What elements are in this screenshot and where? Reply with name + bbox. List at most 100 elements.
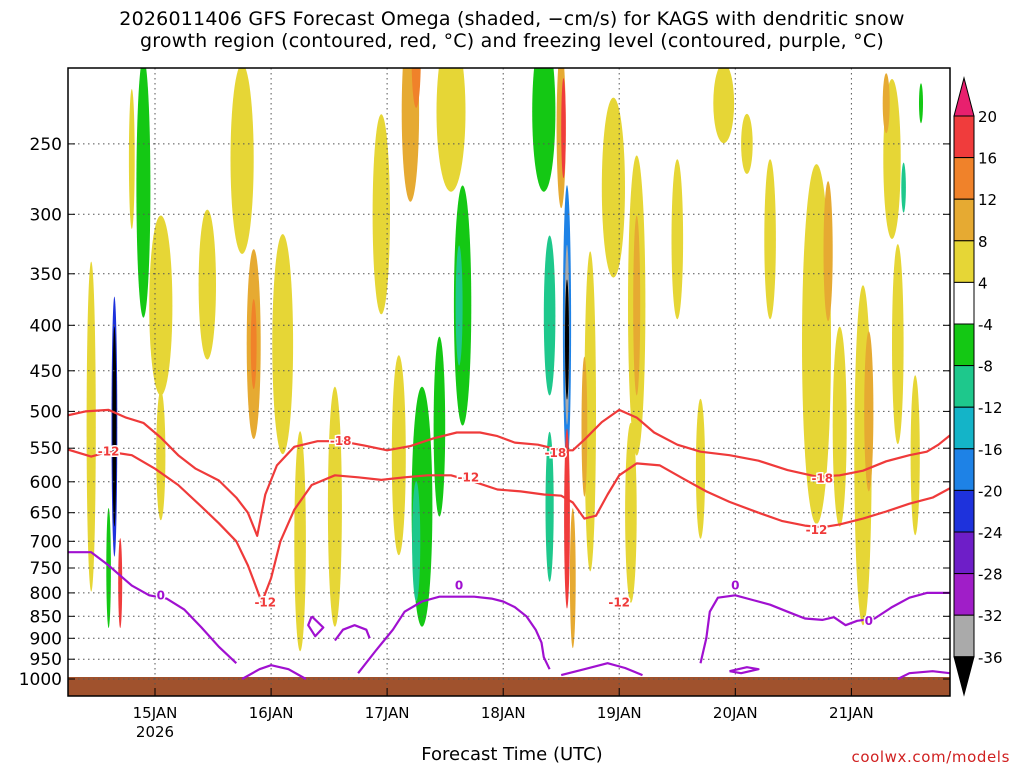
omega-feature: [294, 431, 306, 652]
x-axis-label: Forecast Time (UTC): [421, 744, 603, 765]
freezing-level-contour: [334, 624, 371, 642]
colorbar-label: -4: [978, 316, 993, 334]
contour-label: 0: [455, 579, 463, 593]
colorbar-label: -20: [978, 482, 1003, 500]
dgz-contour-line: [68, 408, 950, 537]
y-tick-label: 350: [30, 265, 62, 285]
omega-feature: [671, 159, 684, 320]
y-tick-label: 750: [30, 559, 62, 579]
omega-feature: [149, 215, 173, 396]
omega-feature: [564, 428, 570, 609]
omega-feature: [713, 68, 735, 144]
contour-label: -12: [98, 445, 120, 459]
omega-feature: [910, 375, 920, 536]
colorbar-cell: [953, 573, 975, 616]
y-tick-label: 250: [30, 135, 62, 155]
colorbar: 20 16 12 8 4 -4 -8 -12 -16 -20 -24 -28 -32 -36: [953, 76, 1003, 697]
y-tick-label: 650: [30, 504, 62, 524]
y-tick-label: 800: [30, 584, 62, 604]
grid-lines: [68, 68, 950, 696]
omega-feature: [86, 261, 96, 592]
y-tick-label: 300: [30, 205, 62, 225]
x-tick-label: 15JAN: [133, 704, 178, 722]
contour-label: -18: [545, 446, 567, 460]
omega-feature: [764, 159, 776, 320]
colorbar-label: -24: [978, 524, 1003, 542]
freezing-level-contour: [241, 664, 307, 680]
x-tick-label: 19JAN: [597, 704, 642, 722]
colorbar-label: 12: [978, 191, 997, 209]
omega-feature: [919, 83, 923, 124]
colorbar-label: -12: [978, 399, 1003, 417]
omega-feature: [411, 68, 421, 108]
omega-feature: [198, 209, 216, 360]
colorbar-label: -28: [978, 566, 1003, 584]
freezing-level-contour: [307, 615, 325, 638]
credit-link[interactable]: coolwx.com/models: [851, 748, 1010, 766]
colorbar-cell: [953, 76, 975, 117]
colorbar-label: 16: [978, 150, 997, 168]
omega-feature: [565, 279, 569, 400]
dgz-contour-line: [68, 448, 950, 604]
contour-label: 0: [731, 579, 739, 593]
freezing-level-contour: [68, 551, 238, 665]
chart-title: 2026011406 GFS Forecast Omega (shaded, −…: [0, 8, 1024, 52]
contour-label: -12: [806, 523, 828, 537]
omega-feature: [741, 113, 753, 174]
colorbar-label: -8: [978, 358, 993, 376]
colorbar-label: -32: [978, 607, 1003, 625]
chart-title-line2: growth region (contoured, red, °C) and f…: [140, 30, 884, 52]
contour-lines: [68, 408, 950, 680]
plot-frame: [67, 67, 951, 697]
y-tick-label: 600: [30, 473, 62, 493]
omega-feature: [892, 244, 904, 445]
omega-feature: [401, 68, 420, 202]
contour-label: -12: [458, 470, 480, 484]
colorbar-label: 8: [978, 233, 988, 251]
omega-feature: [412, 481, 421, 602]
y-tick-label: 400: [30, 316, 62, 336]
y-tick-label: 850: [30, 607, 62, 627]
omega-feature: [436, 68, 466, 192]
y-tick-label: 700: [30, 532, 62, 552]
ground-terrain: [68, 677, 950, 696]
omega-feature: [633, 215, 641, 396]
omega-feature: [391, 355, 406, 556]
colorbar-cell: [953, 323, 975, 367]
freezing-level-contour: [357, 595, 551, 674]
contour-label: 0: [157, 588, 165, 602]
omega-feature: [543, 235, 556, 396]
contour-label: 0: [865, 614, 873, 628]
omega-shading: [86, 68, 923, 652]
x-tick-label: 18JAN: [481, 704, 526, 722]
x-tick-label: 16JAN: [249, 704, 294, 722]
colorbar-cell: [953, 198, 975, 242]
contour-label: -12: [254, 595, 276, 609]
omega-feature: [112, 326, 117, 527]
omega-feature: [584, 251, 596, 572]
contour-label: -12: [608, 595, 630, 609]
freezing-level-contour: [699, 591, 950, 664]
omega-feature: [250, 299, 257, 390]
y-tick-label: 950: [30, 650, 62, 670]
omega-feature: [156, 390, 166, 521]
y-tick-label: 1000: [19, 670, 62, 690]
omega-feature: [532, 68, 556, 192]
omega-feature: [695, 398, 706, 539]
y-tick-label: 450: [30, 362, 62, 382]
omega-feature: [569, 508, 576, 649]
contour-label: -18: [330, 434, 352, 448]
omega-feature: [433, 336, 446, 517]
freezing-level-contour: [897, 670, 950, 680]
y-tick-label: 500: [30, 402, 62, 422]
contour-labels: -18 -12 -12 -18 -12 -12 -18 -12 0 0 0 0: [96, 433, 874, 630]
omega-feature: [545, 431, 554, 582]
colorbar-cell: [953, 489, 975, 533]
omega-feature: [832, 326, 847, 527]
colorbar-cell: [953, 157, 975, 200]
omega-feature: [581, 356, 588, 497]
omega-feature: [118, 538, 123, 629]
y-axis: 2503003504004505005506006507007508008509…: [19, 135, 950, 690]
x-tick-label: 17JAN: [365, 704, 410, 722]
